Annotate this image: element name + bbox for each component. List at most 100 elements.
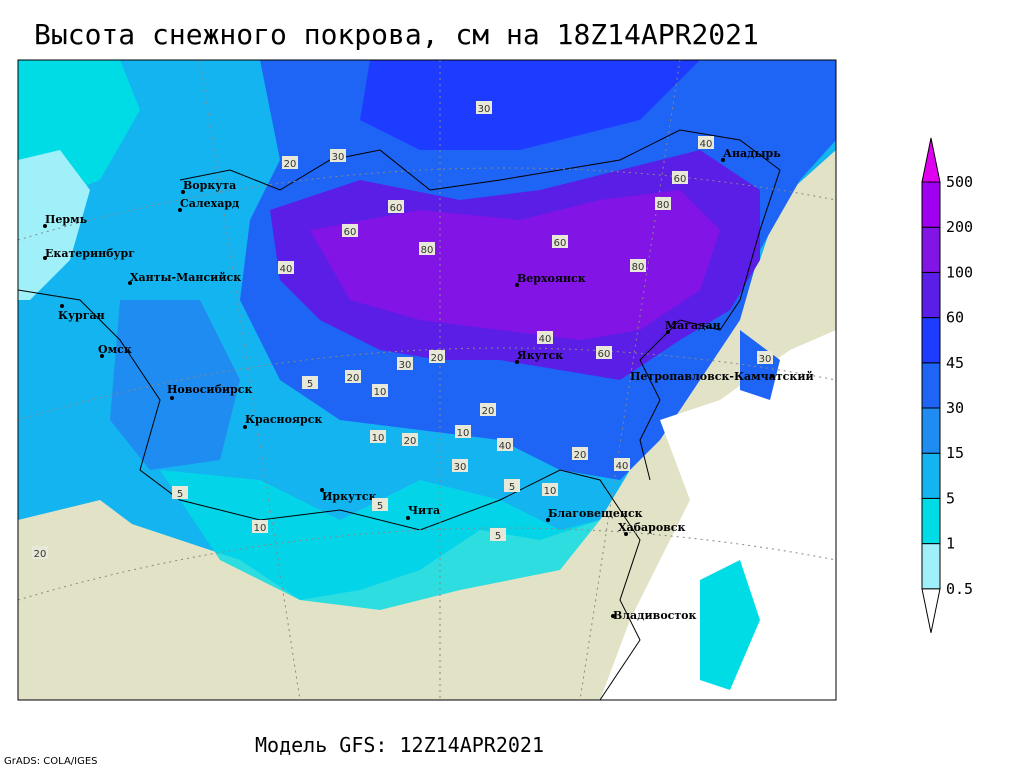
contour-label: 20 bbox=[482, 406, 495, 417]
city-dots bbox=[43, 158, 774, 618]
contour-label: 80 bbox=[632, 262, 645, 273]
city: Хабаровск bbox=[618, 521, 685, 534]
city: Владивосток bbox=[613, 609, 697, 622]
contour-label: 60 bbox=[598, 349, 611, 360]
contour-label-bg bbox=[172, 486, 188, 499]
contour-label: 60 bbox=[554, 238, 567, 249]
contour-label: 5 bbox=[307, 379, 313, 390]
colorbar-segment bbox=[921, 543, 941, 590]
colorbar-triangle bbox=[921, 137, 941, 183]
city-labels: Воркута Салехард Пермь Екатеринбург Хант… bbox=[45, 147, 814, 622]
contour-label-bg bbox=[596, 346, 612, 359]
contour-label-bg bbox=[630, 259, 646, 272]
contour-label-bg bbox=[252, 520, 268, 533]
colorbar-label: 1 bbox=[946, 535, 955, 553]
contour-label: 60 bbox=[390, 203, 403, 214]
contour-label: 5 bbox=[495, 531, 501, 542]
contour-label: 40 bbox=[539, 334, 552, 345]
contour-label: 30 bbox=[759, 354, 772, 365]
contour-label: 40 bbox=[499, 441, 512, 452]
contour-label: 20 bbox=[284, 159, 297, 170]
city: Благовещенск bbox=[548, 507, 643, 520]
credit: GrADS: COLA/IGES bbox=[4, 756, 98, 767]
colorbar-label: 5 bbox=[946, 489, 955, 507]
colorbar-label: 0.5 bbox=[946, 580, 973, 598]
contour-label-bg bbox=[614, 458, 630, 471]
contour-label-bg bbox=[552, 235, 568, 248]
colorbar-segment bbox=[921, 271, 941, 319]
contour-label-bg bbox=[342, 224, 358, 237]
contour-label: 10 bbox=[457, 428, 470, 439]
contour-label-bg bbox=[504, 479, 520, 492]
city: Анадырь bbox=[723, 147, 781, 160]
contour-label-bg bbox=[480, 403, 496, 416]
colorbar-triangle bbox=[921, 588, 941, 633]
colorbar-segment bbox=[921, 317, 941, 364]
contour-labels: 30 30 20 40 60 60 80 60 80 60 80 40 40 30 20 10 20 10 5 40 2… bbox=[32, 101, 773, 560]
contour-label-bg bbox=[388, 200, 404, 213]
contour-label: 20 bbox=[431, 353, 444, 364]
contour-label: 20 bbox=[34, 549, 47, 560]
contour-label-bg bbox=[698, 136, 714, 149]
contour-label: 30 bbox=[454, 462, 467, 473]
contour-label-bg bbox=[345, 370, 361, 383]
contour-label-bg bbox=[32, 546, 48, 559]
colorbar-label: 30 bbox=[946, 399, 964, 417]
contour-label-bg bbox=[419, 242, 435, 255]
contour-label: 80 bbox=[657, 200, 670, 211]
contour-label-bg bbox=[476, 101, 492, 114]
city: Верхоянск bbox=[517, 272, 586, 285]
colorbar-segment bbox=[921, 226, 941, 273]
city: Красноярск bbox=[245, 413, 322, 426]
contour-label: 60 bbox=[674, 174, 687, 185]
city: Салехард bbox=[180, 197, 239, 210]
city: Петропавловск-Камчатский bbox=[630, 370, 814, 383]
contour-label: 30 bbox=[478, 104, 491, 115]
contour-label-bg bbox=[757, 351, 773, 364]
city: Магадан bbox=[665, 319, 721, 332]
model-footer: Модель GFS: 12Z14APR2021 bbox=[255, 733, 544, 757]
city: Новосибирск bbox=[167, 383, 252, 396]
contour-label: 20 bbox=[404, 436, 417, 447]
colorbar-segment bbox=[921, 181, 941, 228]
colorbar-segment bbox=[921, 497, 941, 545]
title: Высота снежного покрова, см на 18Z14APR2… bbox=[34, 18, 759, 51]
contour-label: 80 bbox=[421, 245, 434, 256]
contour-label: 40 bbox=[700, 139, 713, 150]
colorbar-label: 500 bbox=[946, 173, 973, 191]
colorbar-label: 100 bbox=[946, 263, 973, 281]
contour-label-bg bbox=[372, 384, 388, 397]
contour-label-bg bbox=[490, 528, 506, 541]
colorbar-label: 45 bbox=[946, 354, 964, 372]
contour-label: 40 bbox=[616, 461, 629, 472]
colorbar-segment bbox=[921, 362, 941, 409]
contour-label-bg bbox=[370, 430, 386, 443]
contour-label-bg bbox=[372, 498, 388, 511]
contour-label-bg bbox=[402, 433, 418, 446]
contour-label: 30 bbox=[332, 152, 345, 163]
city: Курган bbox=[58, 309, 105, 322]
colorbar-segment bbox=[921, 407, 941, 454]
contour-label-bg bbox=[278, 261, 294, 274]
contour-label: 20 bbox=[574, 450, 587, 461]
contour-label: 5 bbox=[177, 489, 183, 500]
contour-label-bg bbox=[429, 350, 445, 363]
contour-label-bg bbox=[397, 357, 413, 370]
contour-label: 5 bbox=[377, 501, 383, 512]
contour-label-bg bbox=[330, 149, 346, 162]
colorbar-label: 200 bbox=[946, 218, 973, 236]
contour-label: 40 bbox=[280, 264, 293, 275]
contour-label-bg bbox=[537, 331, 553, 344]
contour-label: 30 bbox=[399, 360, 412, 371]
contour-label: 5 bbox=[509, 482, 515, 493]
city: Воркута bbox=[183, 179, 236, 192]
city: Екатеринбург bbox=[45, 247, 135, 260]
colorbar-label: 60 bbox=[946, 309, 964, 327]
city: Пермь bbox=[45, 213, 88, 226]
city: Омск bbox=[98, 343, 132, 356]
contour-label-bg bbox=[497, 438, 513, 451]
contour-label-bg bbox=[282, 156, 298, 169]
contour-label-bg bbox=[302, 376, 318, 389]
